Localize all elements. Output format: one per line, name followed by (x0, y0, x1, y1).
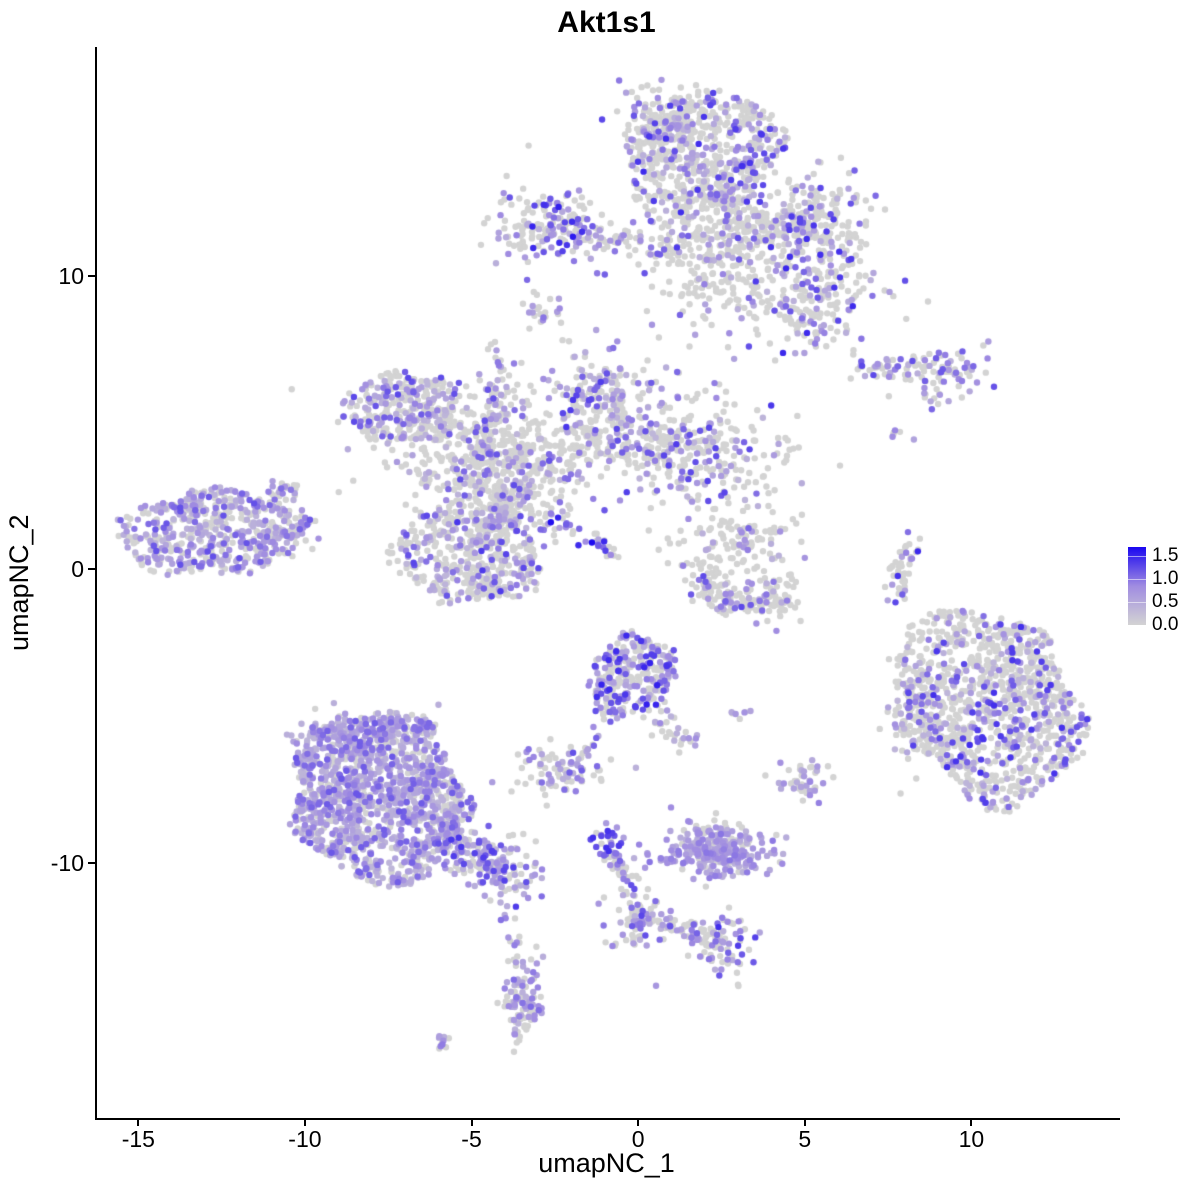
plot-title: Akt1s1 (557, 6, 656, 39)
y-tick-mark (88, 568, 95, 571)
x-tick-mark (970, 1119, 973, 1126)
legend-tick-label: 1.0 (1152, 568, 1179, 590)
legend-tick-mark (1128, 602, 1146, 604)
x-tick-mark (137, 1119, 140, 1126)
legend-tick-mark (1128, 556, 1146, 558)
legend-colorbar: 1.5 1.0 0.5 0.0 (1128, 545, 1198, 635)
y-tick-mark (88, 861, 95, 864)
x-tick-label: -10 (288, 1126, 322, 1152)
y-tick-mark (88, 274, 95, 277)
plot-panel (95, 47, 1120, 1120)
x-tick-label: -5 (461, 1126, 482, 1152)
legend-gradient-bar (1128, 547, 1146, 625)
y-tick-label: -10 (50, 849, 84, 876)
legend-tick-label: 0.5 (1152, 591, 1179, 613)
legend-tick-label: 1.5 (1152, 545, 1179, 567)
x-tick-label: 0 (631, 1126, 645, 1152)
umap-scatter-canvas (97, 47, 1120, 1118)
x-axis-label: umapNC_1 (538, 1148, 675, 1178)
legend-tick-mark (1128, 579, 1146, 581)
x-tick-label: 5 (798, 1126, 812, 1152)
x-tick-mark (303, 1119, 306, 1126)
x-tick-mark (470, 1119, 473, 1126)
y-tick-label: 0 (71, 556, 84, 583)
x-tick-label: 10 (958, 1126, 985, 1152)
y-tick-label: 10 (58, 262, 84, 289)
legend-tick-label: 0.0 (1152, 614, 1179, 635)
x-tick-mark (637, 1119, 640, 1126)
y-axis-label: umapNC_2 (4, 514, 34, 651)
x-tick-label: -15 (121, 1126, 155, 1152)
x-tick-mark (803, 1119, 806, 1126)
